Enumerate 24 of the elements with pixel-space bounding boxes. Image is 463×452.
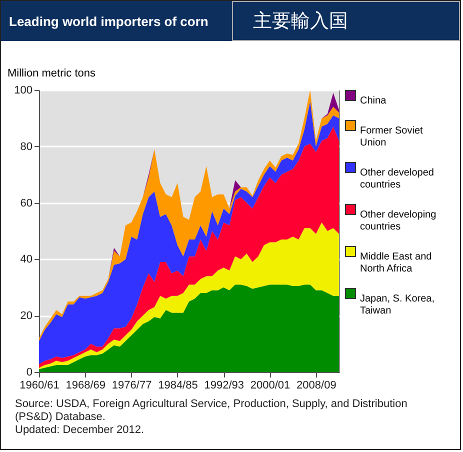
x-tick-label: 1992/93 [204, 380, 244, 392]
x-tick-label: 2000/01 [250, 380, 290, 392]
x-tick-label: 1976/77 [112, 380, 152, 392]
y-tick-label: 0 [26, 366, 32, 378]
x-tick-label: 1960/61 [20, 380, 60, 392]
source-note: Source: USDA, Foreign Agricultural Service, Production, Supply, and Distribution (PS&D) Database. [15, 398, 408, 424]
legend-label: Other developed countries [360, 168, 434, 190]
y-tick-label: 60 [20, 197, 32, 210]
y-tick-label: 40 [20, 254, 32, 266]
y-tick-label: 20 [20, 310, 32, 322]
text: Updated: December 2012. [15, 424, 146, 437]
legend-label: Middle East and North Africa [360, 252, 432, 274]
legend-label: Japan, S. Korea, Taiwan [360, 294, 434, 316]
x-tick-label: 2008/09 [296, 380, 336, 392]
chart-title: Leading world importers of corn [8, 12, 210, 31]
legend-label: Other developing countries [360, 210, 436, 232]
y-axis-title: Million metric tons [8, 68, 96, 80]
legend-label: Former Soviet Union [360, 126, 424, 148]
legend-label: China [360, 96, 387, 106]
x-tick-label: 1984/85 [158, 380, 198, 392]
y-tick-label: 100 [14, 84, 32, 96]
y-tick-label: 80 [20, 140, 32, 153]
chart-subtitle: 主要輸入国 [232, 1, 460, 41]
x-tick-label: 1968/69 [66, 380, 106, 392]
